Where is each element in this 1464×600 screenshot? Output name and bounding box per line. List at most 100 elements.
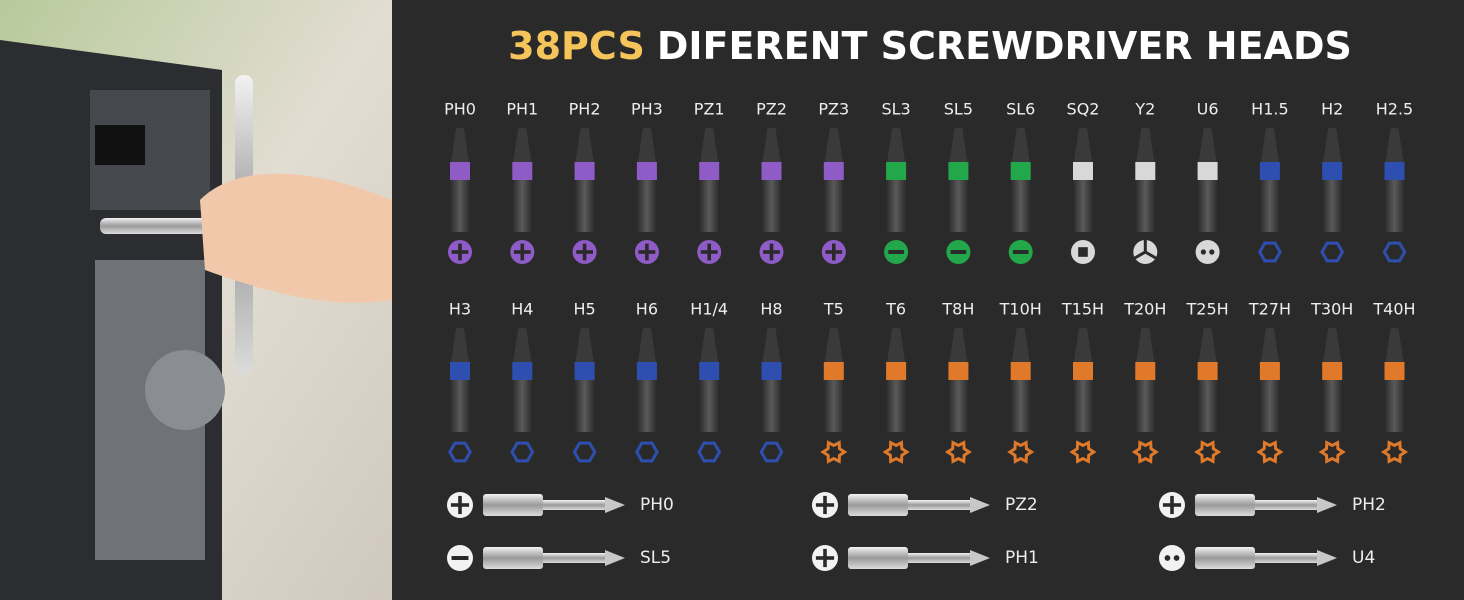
bit-body — [948, 180, 969, 232]
bit-icon — [634, 441, 659, 463]
bit-tip — [887, 328, 906, 362]
bit-icon — [572, 441, 597, 463]
torx-icon — [1069, 440, 1097, 464]
icon-mark — [1134, 240, 1157, 260]
bit-tip — [1260, 128, 1279, 162]
bit-tip — [637, 328, 656, 362]
bit-label: H4 — [511, 300, 533, 319]
bit-icon — [634, 240, 659, 264]
bit-label: T40H — [1372, 300, 1415, 319]
torx-icon — [1007, 440, 1035, 464]
torx-icon — [1256, 440, 1284, 464]
hex-icon — [448, 441, 472, 463]
bit-band — [1322, 362, 1343, 380]
bit-body — [636, 380, 657, 432]
bit-tip — [1260, 328, 1279, 362]
long-bit-body — [848, 494, 908, 516]
bit-label: SL6 — [1006, 100, 1035, 119]
icon-mark — [815, 556, 835, 560]
long-bit-label: U4 — [1352, 548, 1375, 568]
bit-icon — [572, 240, 597, 264]
bit-icon — [944, 440, 972, 464]
bit-body — [1322, 180, 1343, 232]
torx-icon — [944, 440, 972, 464]
icon-mark — [1200, 249, 1207, 255]
bit-tip — [700, 128, 719, 162]
bit-icon — [510, 441, 535, 463]
bit-icon — [697, 240, 722, 264]
bit-body — [1384, 380, 1405, 432]
bit-label: T25H — [1186, 300, 1229, 319]
bit-band — [1073, 162, 1093, 180]
bit-band — [1135, 162, 1156, 180]
bit-icon — [1069, 440, 1097, 464]
power-socket — [95, 125, 145, 165]
torx-icon — [1318, 440, 1346, 464]
icon-mark — [638, 250, 656, 254]
bit-label: T27H — [1248, 300, 1291, 319]
bit-label: PZ2 — [756, 100, 787, 119]
bit-label: T15H — [1061, 300, 1104, 319]
bit-band — [823, 162, 844, 180]
bit-tip — [824, 328, 843, 362]
bit-band — [886, 362, 907, 380]
long-bit-tip — [970, 497, 990, 513]
bit-icon — [1318, 440, 1346, 464]
bit-band — [574, 362, 595, 380]
bit-body — [699, 180, 720, 232]
bit-icon — [510, 240, 535, 264]
bit-tip — [762, 328, 781, 362]
bit-label: T10H — [999, 300, 1042, 319]
bit-label: PZ1 — [694, 100, 725, 119]
bit-body — [886, 180, 907, 232]
bit-tip — [1385, 128, 1404, 162]
screwdriver-shaft — [100, 218, 230, 234]
bit-icon — [882, 440, 910, 464]
bit-icon — [1007, 440, 1035, 464]
bit-band — [1322, 162, 1343, 180]
long-bit-shaft — [908, 500, 970, 510]
bit-icon — [1008, 240, 1033, 264]
torx-icon — [1131, 440, 1159, 464]
bit-body — [1384, 180, 1405, 232]
bit-label: SL3 — [881, 100, 910, 119]
bit-body — [823, 380, 844, 432]
bit-body — [512, 380, 533, 432]
bit-label: SQ2 — [1067, 100, 1100, 119]
bit-tip — [513, 128, 532, 162]
bit-body — [1135, 380, 1156, 432]
bit-body — [1073, 180, 1093, 232]
bit-tip — [451, 328, 469, 362]
icon-mark — [1209, 249, 1215, 255]
icon-mark — [1164, 555, 1171, 561]
long-bit-shaft — [1255, 500, 1317, 510]
bit-band — [574, 162, 595, 180]
bit-icon — [697, 441, 722, 463]
bit-tip — [1323, 128, 1342, 162]
bit-tip — [1074, 128, 1092, 162]
fan-vent — [145, 350, 225, 430]
bit-label: H5 — [573, 300, 595, 319]
icon-mark — [1173, 555, 1180, 561]
bit-band — [1197, 162, 1218, 180]
bit-tip — [637, 128, 656, 162]
hex-icon — [1320, 241, 1345, 263]
bit-tip — [1136, 328, 1155, 362]
bit-icon — [447, 545, 473, 571]
bit-band — [823, 362, 844, 380]
hand — [200, 173, 392, 303]
long-bit-label: PH1 — [1005, 548, 1039, 568]
long-bit-body — [1195, 494, 1255, 516]
bit-label: Y2 — [1134, 100, 1155, 119]
hex-icon — [697, 441, 722, 463]
bit-body — [574, 380, 595, 432]
bit-band — [1384, 362, 1405, 380]
bit-body — [450, 380, 470, 432]
bit-icon — [447, 492, 473, 518]
bit-band — [948, 362, 969, 380]
bit-icon — [448, 240, 472, 264]
bit-band — [1259, 362, 1280, 380]
bit-tip — [1323, 328, 1342, 362]
bit-body — [1010, 380, 1031, 432]
